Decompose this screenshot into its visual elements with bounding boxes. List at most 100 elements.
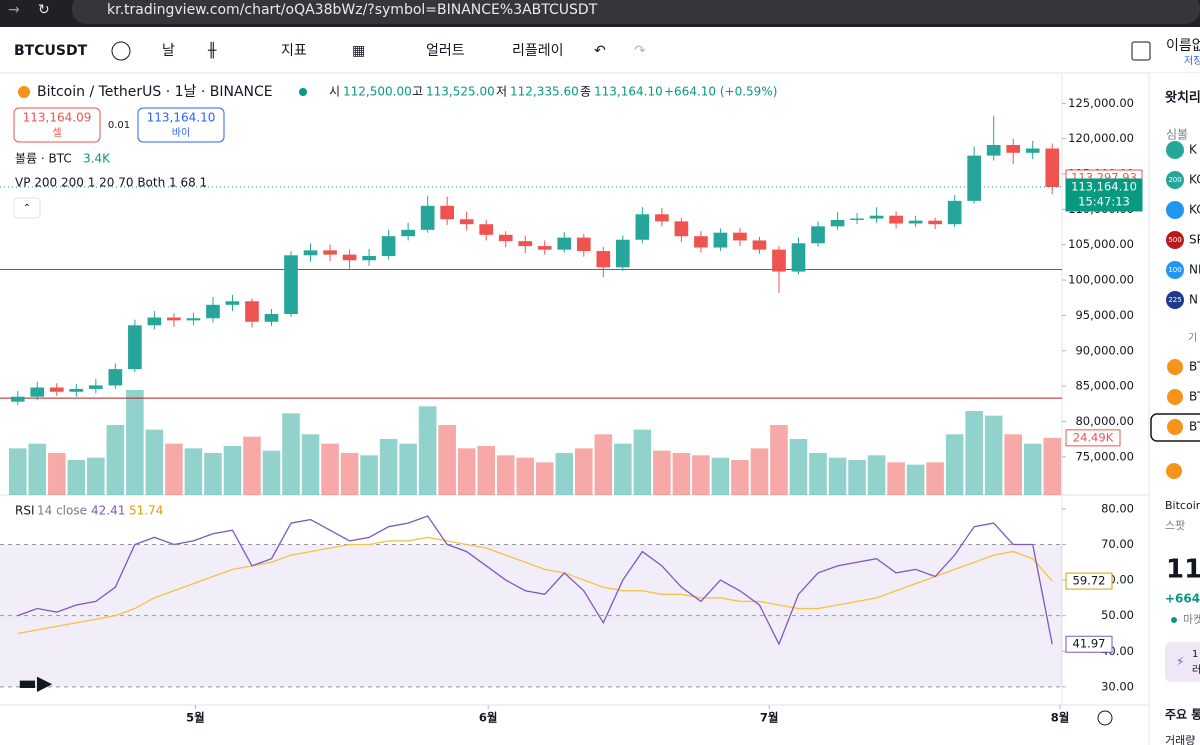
volume-bar xyxy=(516,457,535,495)
symbol-name[interactable]: NI xyxy=(1189,263,1200,277)
symbol-name[interactable]: KC xyxy=(1189,173,1200,187)
volume-bar xyxy=(282,413,300,495)
symbol-badge xyxy=(1166,291,1184,309)
candle-body xyxy=(323,250,337,255)
volume-bar xyxy=(204,453,222,495)
sell-price: 113,164.09 xyxy=(23,111,92,125)
candle-body xyxy=(733,232,747,241)
candle-body xyxy=(713,232,728,248)
buy-button[interactable] xyxy=(137,107,225,143)
address-bar[interactable] xyxy=(72,0,1200,24)
candle-body xyxy=(1006,145,1021,153)
symbol-badge-text: 500 xyxy=(1168,236,1181,244)
volume-bar xyxy=(867,455,886,495)
volume-bar xyxy=(48,453,66,495)
candle-body xyxy=(167,317,181,321)
alert-button[interactable]: 얼러트 xyxy=(426,43,465,59)
sell-button[interactable] xyxy=(13,107,101,143)
buy-price: 113,164.10 xyxy=(147,111,216,125)
volume-bar xyxy=(789,439,808,495)
volume-bar xyxy=(965,411,983,495)
candle-body xyxy=(30,387,45,397)
crypto-name[interactable]: BT xyxy=(1189,420,1200,434)
price-label: 113,164.10 xyxy=(1071,179,1137,193)
candle-body xyxy=(498,234,513,242)
volume-bar xyxy=(457,448,476,495)
symbol-name[interactable]: KC xyxy=(1189,203,1200,217)
price-label-box xyxy=(1065,178,1143,212)
volume-bar xyxy=(555,453,574,495)
crypto-name[interactable]: BT xyxy=(1189,390,1200,404)
settings-icon[interactable] xyxy=(1097,710,1113,726)
templates-icon[interactable]: ▦ xyxy=(352,43,365,59)
replay-button[interactable]: 리플레이 xyxy=(512,43,564,59)
low-label: 저 xyxy=(496,85,507,99)
legend-title: Bitcoin / TetherUS · 1날 · BINANCE xyxy=(37,84,273,100)
candle-body xyxy=(284,255,298,314)
rsi-tick-label: 50.00 xyxy=(1101,608,1134,622)
volume-bar xyxy=(770,425,788,495)
change-value: +664.10 (+0.59%) xyxy=(664,85,777,99)
symbol-name[interactable]: N xyxy=(1189,293,1198,307)
volume-bar xyxy=(711,457,730,495)
candle-body xyxy=(928,220,942,225)
rsi-ma-line xyxy=(17,536,1053,635)
price-tick-label: 90,000.00 xyxy=(1075,343,1134,357)
layout-checkbox[interactable] xyxy=(1131,41,1151,61)
forward-icon[interactable]: → xyxy=(8,2,20,18)
undo[interactable]: ↶ xyxy=(594,43,606,59)
crypto-name[interactable]: BT xyxy=(1189,360,1200,374)
close-label: 종 xyxy=(580,85,591,99)
volume-bar xyxy=(379,439,398,495)
candle-body xyxy=(264,313,279,322)
symbol-badge-text: 200 xyxy=(1168,176,1181,184)
reload-icon[interactable]: ↻ xyxy=(38,2,50,18)
rsi-tick-label: 70.00 xyxy=(1101,537,1134,551)
chart-type-icon[interactable]: ╫ xyxy=(207,41,217,59)
volume-bar xyxy=(848,460,866,495)
volume-bar xyxy=(184,448,203,495)
add-symbol[interactable] xyxy=(111,41,131,61)
candle-body xyxy=(1025,148,1040,153)
symbol-search[interactable]: BTCUSDT xyxy=(14,43,88,59)
open-label: 시 xyxy=(329,85,340,99)
detail-market: 마켓 xyxy=(1183,613,1200,626)
chart: 75,000.00 80,000.00 85,000.00 90,000.00 95,0… xyxy=(0,75,1148,725)
symbol-name[interactable]: K xyxy=(1189,143,1198,157)
vp-label: VP 200 200 1 20 70 Both 1 68 1 xyxy=(15,176,207,190)
price-tick-label: 85,000.00 xyxy=(1075,379,1134,393)
volume-bar xyxy=(418,406,437,495)
detail-kind: 스팟 xyxy=(1165,519,1185,532)
promo-box[interactable] xyxy=(1165,642,1200,682)
volume-bar xyxy=(535,462,554,495)
price-tick-label: 105,000.00 xyxy=(1068,237,1134,251)
candle-body xyxy=(518,241,533,247)
layout-name[interactable]: 이름없 xyxy=(1166,38,1200,54)
rsi-line xyxy=(17,515,1053,646)
volume-bar xyxy=(87,457,105,495)
promo-text: 1 xyxy=(1192,649,1198,660)
watchlist-section: 기 xyxy=(1188,332,1197,344)
collapse-icon[interactable]: ⌃ xyxy=(23,203,31,214)
sell-label: 셀 xyxy=(52,127,61,139)
promo-icon: ⚡ xyxy=(1176,655,1184,669)
detail-name: Bitcoin xyxy=(1165,499,1200,512)
collapse-button[interactable] xyxy=(13,197,41,219)
spread: 0.01 xyxy=(108,120,130,131)
interval-button[interactable]: 날 xyxy=(162,43,175,59)
selected-row[interactable] xyxy=(1150,413,1200,442)
candle-body xyxy=(479,224,494,235)
volume-bar xyxy=(828,457,847,495)
candle-body xyxy=(147,317,162,326)
save-button[interactable]: 저장 xyxy=(1184,55,1200,67)
url: kr.tradingview.com/chart/oQA38bWz/?symbo… xyxy=(107,2,598,18)
volume-bar xyxy=(67,460,86,495)
volume-bar xyxy=(692,455,710,495)
indicators-button[interactable]: 지표 xyxy=(281,43,307,59)
candle-body xyxy=(908,220,923,224)
time-tick-label: 6월 xyxy=(479,711,498,725)
redo[interactable]: ↷ xyxy=(634,43,646,59)
volume-label: 볼륨 · BTC xyxy=(15,152,72,166)
symbol-name[interactable]: SP xyxy=(1189,233,1200,247)
